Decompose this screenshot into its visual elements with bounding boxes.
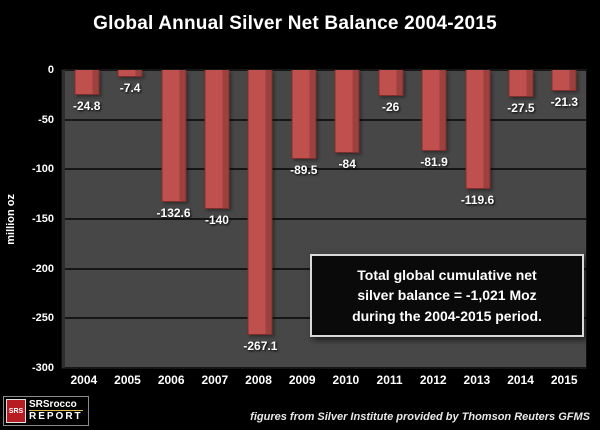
gridline <box>65 218 586 220</box>
gridline <box>65 168 586 171</box>
gridline <box>65 118 586 121</box>
bar-slot: -267.1 <box>239 70 282 368</box>
x-axis-label: 2015 <box>550 373 578 387</box>
y-tick-label: -50 <box>38 113 54 126</box>
bar-value-label: -81.9 <box>420 155 448 170</box>
bar <box>551 70 577 92</box>
bar <box>247 70 273 336</box>
y-tick-label: 0 <box>47 64 54 76</box>
chart-title: Global Annual Silver Net Balance 2004-20… <box>93 13 497 34</box>
bar-value-label: -89.5 <box>290 162 318 177</box>
logo-text: SRSrocco REPORT <box>29 399 83 423</box>
bar <box>117 70 143 78</box>
annotation-line: silver balance = -1,021 Moz <box>357 287 537 304</box>
logo-line2: REPORT <box>29 411 83 422</box>
y-axis-title-gutter: million oz <box>2 70 20 368</box>
x-axis-label: 2007 <box>201 373 229 387</box>
bar-value-label: -27.5 <box>507 101 535 116</box>
annotation-box: Total global cumulative net silver balan… <box>310 254 584 337</box>
x-axis-label: 2012 <box>419 373 447 387</box>
bar <box>204 70 230 210</box>
bar-value-label: -132.6 <box>156 205 191 220</box>
bar <box>291 70 317 159</box>
logo-line1: SRSrocco <box>29 399 83 411</box>
y-axis-title: million oz <box>5 193 17 245</box>
bar-value-label: -140 <box>204 213 229 228</box>
bar-slot: -27.5 <box>499 70 542 368</box>
bar <box>74 70 100 95</box>
bar-slot: -21.3 <box>543 70 586 368</box>
bar-value-label: -84 <box>338 157 356 172</box>
annotation-line: during the 2004-2015 period. <box>352 307 542 324</box>
bar-value-label: -267.1 <box>243 339 278 354</box>
x-axis-label: 2010 <box>332 373 360 387</box>
x-axis-label: 2013 <box>463 373 491 387</box>
gridline <box>65 367 586 369</box>
bar <box>334 70 360 154</box>
bar-value-label: -24.8 <box>73 98 101 113</box>
bar-value-label: -119.6 <box>460 192 495 207</box>
x-axis-label: 2014 <box>507 373 534 387</box>
bar-slot: -7.4 <box>108 70 151 368</box>
gridline <box>65 69 586 71</box>
bar-slot: -26 <box>369 70 412 368</box>
bar-slot: -89.5 <box>282 70 325 368</box>
bar-slot: -24.8 <box>65 70 108 368</box>
bar <box>161 70 187 202</box>
bar <box>378 70 404 96</box>
bars: -24.8 -7.4 -132.6 -140 -267.1 -89.5 -84 -26 -81.… <box>65 70 586 368</box>
bar-value-label: -21.3 <box>550 95 579 110</box>
bar <box>421 70 447 152</box>
bar-value-label: -26 <box>381 99 400 114</box>
bar <box>465 70 490 189</box>
source-attribution: figures from Silver Institute provided b… <box>250 411 590 423</box>
bar <box>508 70 534 98</box>
y-tick-label: -150 <box>31 213 54 225</box>
y-tick-label: -100 <box>31 163 54 176</box>
x-axis: 2004 2005 2006 2007 2008 2009 2010 2011 2012 2013… <box>62 373 586 387</box>
annotation-line: Total global cumulative net <box>357 267 537 283</box>
bar-slot: -140 <box>195 70 238 368</box>
y-axis: 0 -50 -100 -150 -200 -250 -300 <box>20 64 58 374</box>
y-tick-label: -250 <box>31 312 54 325</box>
y-tick-label: -300 <box>31 362 54 374</box>
y-tick-label: -200 <box>31 262 54 275</box>
x-axis-label: 2004 <box>70 373 98 387</box>
bar-value-label: -7.4 <box>119 81 141 96</box>
bar-slot: -84 <box>326 70 369 368</box>
x-axis-label: 2005 <box>114 373 141 387</box>
srsrocco-report-logo: SRS SRSrocco REPORT <box>3 396 89 426</box>
logo-icon: SRS <box>6 399 26 423</box>
bar-slot: -81.9 <box>412 70 455 368</box>
x-axis-label: 2009 <box>288 373 316 387</box>
x-axis-label: 2006 <box>157 373 185 387</box>
x-axis-label: 2011 <box>376 373 403 387</box>
x-axis-label: 2008 <box>245 373 272 387</box>
bar-slot: -132.6 <box>152 70 195 368</box>
bar-slot: -119.6 <box>456 70 499 368</box>
